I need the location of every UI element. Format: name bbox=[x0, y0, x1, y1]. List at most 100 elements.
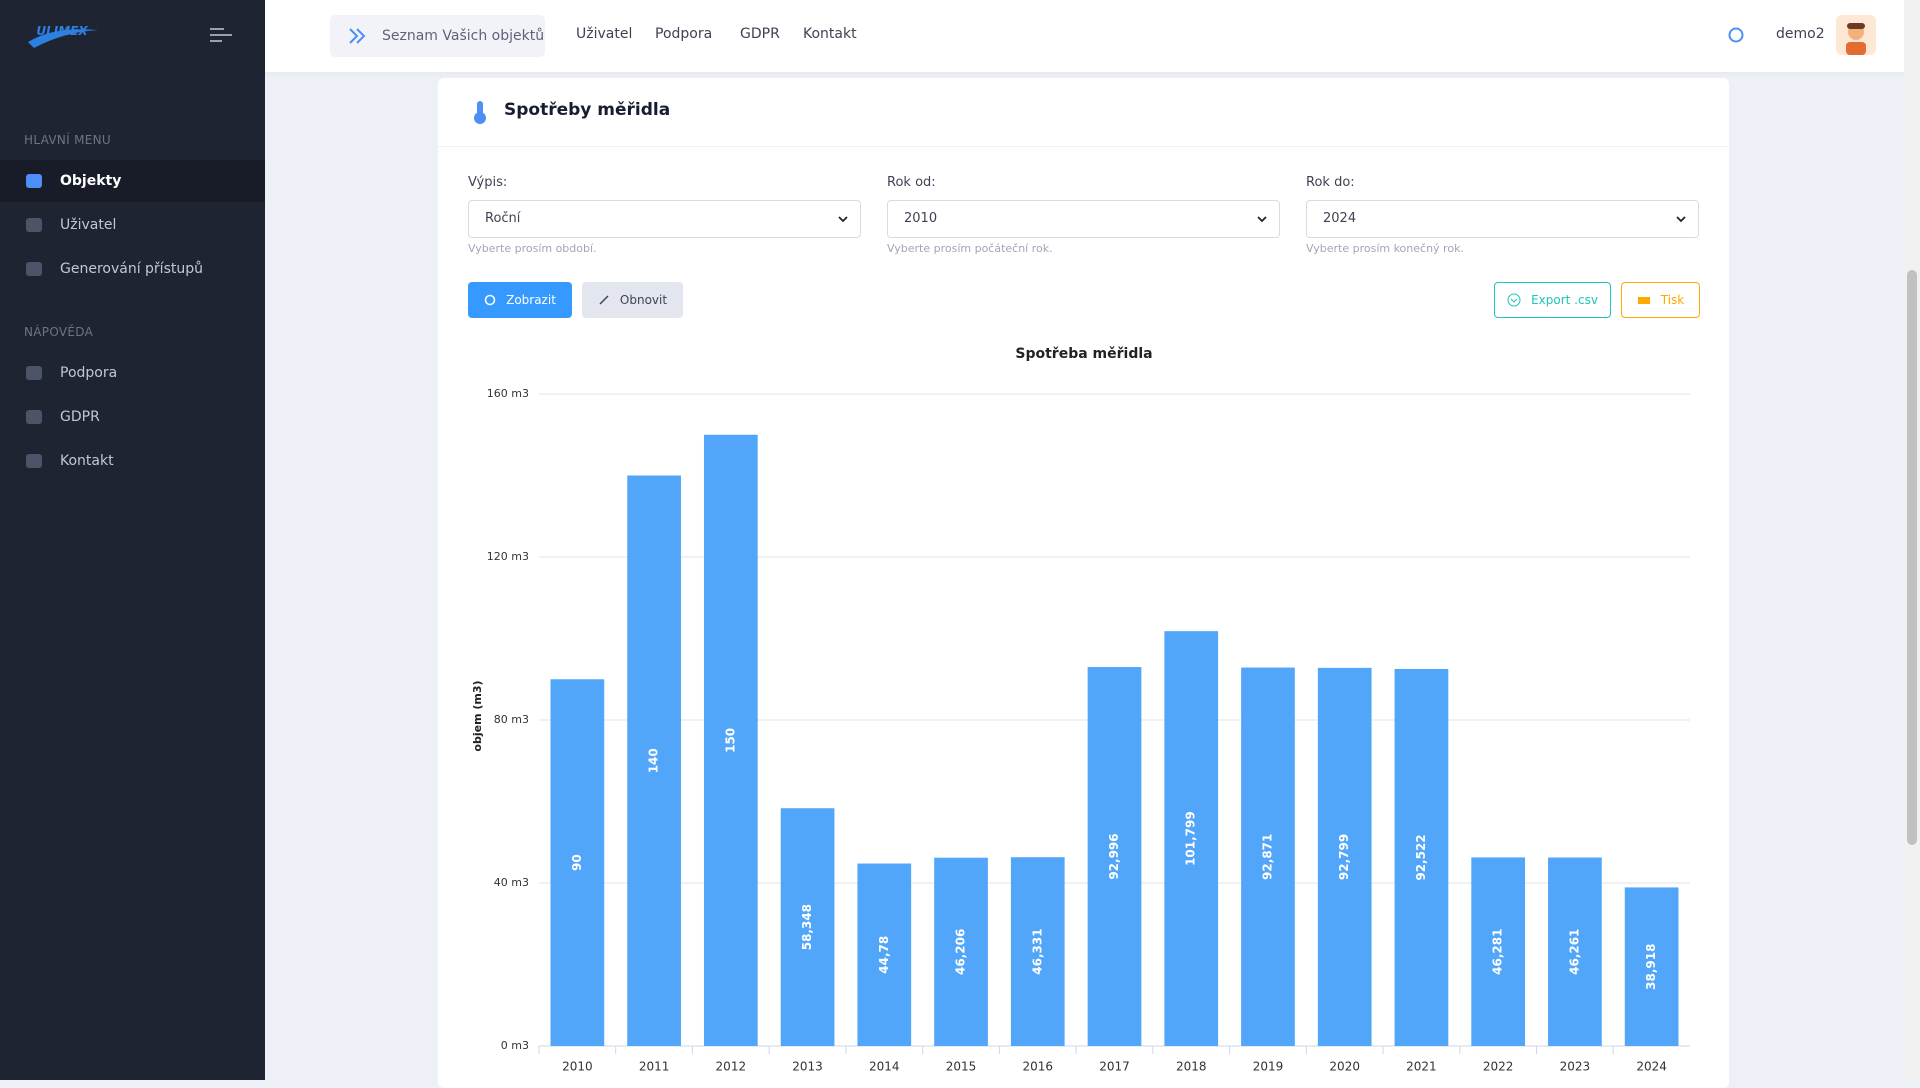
value-label: 44,78 bbox=[877, 936, 891, 974]
select-value: Roční bbox=[485, 211, 521, 226]
section-heading: NÁPOVĚDA bbox=[24, 325, 94, 339]
section-heading: HLAVNÍ MENU bbox=[24, 133, 111, 147]
bar bbox=[1087, 667, 1142, 1046]
select-value: 2024 bbox=[1323, 211, 1357, 226]
card-title: Spotřeby měřidla bbox=[504, 100, 671, 120]
sidebar: ULIMEX HLAVNÍ MENU Objekty Uživatel Gene… bbox=[0, 0, 265, 1080]
export-button[interactable]: Export .csv bbox=[1494, 282, 1611, 318]
top-link[interactable]: Podpora bbox=[655, 26, 713, 42]
chevron bbox=[1257, 216, 1267, 223]
value-label: 46,261 bbox=[1567, 929, 1581, 975]
value-label: 58,348 bbox=[800, 904, 814, 950]
bar bbox=[857, 863, 912, 1046]
nav-label: Generování přístupů bbox=[60, 261, 203, 277]
nav-item[interactable]: Objekty bbox=[0, 160, 265, 202]
search-icon[interactable] bbox=[1727, 26, 1747, 46]
nav-item[interactable]: Kontakt bbox=[0, 440, 265, 482]
x-tick-label: 2024 bbox=[1636, 1060, 1667, 1074]
bar bbox=[1317, 667, 1372, 1046]
button-label: Tisk bbox=[1660, 293, 1685, 307]
value-label: 90 bbox=[570, 854, 584, 871]
value-label: 46,281 bbox=[1491, 929, 1505, 975]
filter-label: Výpis: bbox=[468, 175, 508, 190]
card-icon bbox=[474, 101, 486, 124]
top-link[interactable]: Kontakt bbox=[803, 26, 857, 42]
nav-label: Podpora bbox=[60, 365, 118, 381]
icon bbox=[484, 294, 496, 306]
show-button[interactable]: Zobrazit bbox=[468, 282, 572, 318]
bar bbox=[550, 679, 605, 1046]
scroll-thumb[interactable] bbox=[1907, 270, 1917, 845]
filter-hint: Vyberte prosím počáteční rok. bbox=[887, 242, 1053, 255]
select[interactable]: 2010 bbox=[887, 200, 1280, 238]
nav-item[interactable]: GDPR bbox=[0, 396, 265, 438]
chevron bbox=[838, 216, 848, 223]
icon bbox=[26, 174, 42, 188]
bar bbox=[1164, 631, 1219, 1046]
x-tick-label: 2015 bbox=[946, 1060, 977, 1074]
y-tick-label: 0 m3 bbox=[501, 1039, 529, 1052]
nav-item[interactable]: Podpora bbox=[0, 352, 265, 394]
value-label: 92,871 bbox=[1260, 834, 1274, 880]
chevron bbox=[1676, 216, 1686, 223]
chart-title: Spotřeba měřidla bbox=[1015, 346, 1152, 362]
x-tick-label: 2022 bbox=[1483, 1060, 1514, 1074]
reset-button[interactable]: Obnovit bbox=[582, 282, 683, 318]
menu-toggle[interactable] bbox=[210, 26, 232, 44]
x-tick-label: 2014 bbox=[869, 1060, 900, 1074]
logo-text: ULIMEX bbox=[36, 24, 88, 38]
nav-label: Kontakt bbox=[60, 453, 114, 469]
top-link[interactable]: Uživatel bbox=[576, 26, 633, 42]
x-tick-label: 2023 bbox=[1560, 1060, 1591, 1074]
nav-label: Uživatel bbox=[60, 217, 117, 233]
y-tick-label: 80 m3 bbox=[494, 713, 529, 726]
value-label: 46,331 bbox=[1030, 928, 1044, 974]
bar bbox=[1548, 857, 1602, 1046]
nav-item[interactable]: Generování přístupů bbox=[0, 248, 265, 290]
topbar: Seznam Vašich objektů Uživatel Podpora G… bbox=[265, 0, 1905, 72]
select-value: 2010 bbox=[904, 211, 938, 226]
filter-label: Rok od: bbox=[887, 175, 936, 190]
value-label: 140 bbox=[647, 748, 661, 773]
x-tick-label: 2016 bbox=[1022, 1060, 1053, 1074]
breadcrumb[interactable]: Seznam Vašich objektů bbox=[330, 15, 545, 57]
x-tick-label: 2019 bbox=[1253, 1060, 1284, 1074]
scrollbar[interactable] bbox=[1904, 0, 1920, 1080]
button-label: Export .csv bbox=[1531, 293, 1598, 307]
bar bbox=[780, 808, 835, 1046]
username[interactable]: demo2 bbox=[1776, 26, 1825, 42]
nav-item[interactable]: Uživatel bbox=[0, 204, 265, 246]
icon bbox=[1637, 297, 1650, 304]
x-tick-label: 2018 bbox=[1176, 1060, 1207, 1074]
bar bbox=[1010, 857, 1065, 1046]
nav-label: Objekty bbox=[60, 173, 122, 189]
avatar[interactable] bbox=[1836, 15, 1876, 55]
icon bbox=[26, 410, 42, 424]
top-link[interactable]: GDPR bbox=[740, 26, 780, 42]
icon bbox=[26, 262, 42, 276]
y-tick-label: 160 m3 bbox=[487, 387, 529, 400]
value-label: 38,918 bbox=[1644, 944, 1658, 990]
x-tick-label: 2012 bbox=[716, 1060, 747, 1074]
breadcrumb-icon bbox=[349, 28, 366, 44]
print-button[interactable]: Tisk bbox=[1621, 282, 1700, 318]
divider bbox=[438, 146, 1729, 147]
value-label: 150 bbox=[723, 728, 737, 753]
x-tick-label: 2011 bbox=[639, 1060, 670, 1074]
icon bbox=[1507, 293, 1521, 307]
y-tick-label: 120 m3 bbox=[487, 550, 529, 563]
value-label: 46,206 bbox=[954, 929, 968, 975]
logo[interactable]: ULIMEX bbox=[24, 18, 102, 52]
nav-label: GDPR bbox=[60, 409, 100, 425]
breadcrumb-text: Seznam Vašich objektů bbox=[382, 28, 545, 44]
select[interactable]: Roční bbox=[468, 200, 861, 238]
value-label: 92,522 bbox=[1414, 834, 1428, 880]
value-label: 92,996 bbox=[1107, 833, 1121, 879]
bar bbox=[703, 434, 758, 1046]
bar bbox=[934, 857, 988, 1046]
x-tick-label: 2017 bbox=[1099, 1060, 1130, 1074]
select[interactable]: 2024 bbox=[1306, 200, 1699, 238]
filter-hint: Vyberte prosím konečný rok. bbox=[1306, 242, 1464, 255]
